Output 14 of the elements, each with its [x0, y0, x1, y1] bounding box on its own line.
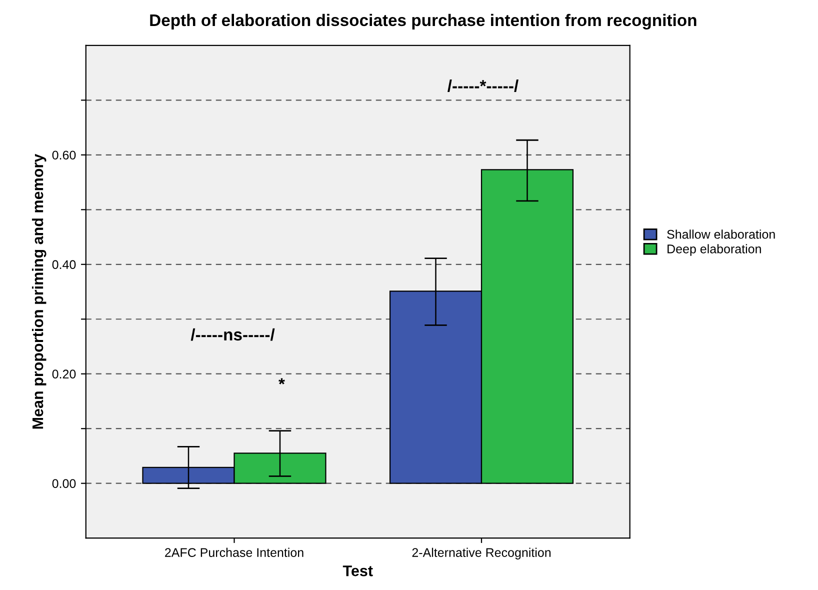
x-tick-label: 2AFC Purchase Intention	[165, 548, 304, 557]
x-tick-label: 2-Alternative Recognition	[412, 548, 551, 560]
y-tick-label: 0.40	[52, 260, 76, 270]
y-tick-label: 0.20	[52, 370, 76, 379]
legend-label: Deep elaboration	[668, 244, 761, 256]
y-tick-label: 0.00	[52, 479, 76, 488]
chart-title: Depth of elaboration dissociates purchase intention from recognition	[150, 14, 696, 30]
y-tick-label: 0.60	[52, 150, 76, 160]
annotation: *	[278, 378, 285, 384]
annotation: /-----ns-----/	[190, 328, 275, 341]
annotation: /-----*-----/	[448, 80, 518, 92]
y-axis-title: Mean proportion priming and memory	[32, 154, 46, 429]
x-axis-title: Test	[342, 566, 373, 576]
legend-label: Shallow elaboration	[667, 230, 775, 239]
